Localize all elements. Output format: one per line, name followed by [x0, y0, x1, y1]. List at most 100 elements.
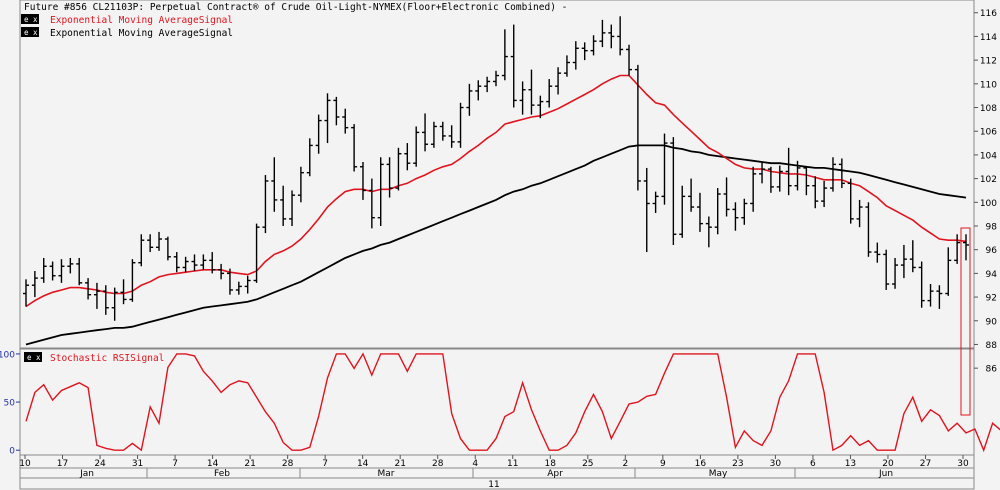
ohlc-bar	[643, 167, 650, 253]
date-axis-label: 31	[132, 459, 143, 469]
ohlc-bar	[803, 166, 810, 196]
legend-box-icon[interactable]	[21, 14, 39, 24]
legend-stoch-rsi[interactable]: e x Stochastic RSISignal	[24, 352, 164, 364]
oscillator-axis-label: 0	[9, 447, 15, 457]
price-axis-label: 88	[986, 341, 998, 351]
date-axis-label: 14	[357, 459, 369, 469]
ohlc-bar	[883, 249, 890, 290]
month-label: Feb	[214, 469, 230, 479]
ohlc-bar	[93, 282, 100, 309]
price-axis-label: 92	[986, 294, 997, 304]
ohlc-bar	[936, 285, 943, 309]
price-axis-label: 104	[980, 151, 997, 161]
ohlc-bar	[590, 35, 597, 56]
ohlc-bar	[377, 157, 384, 226]
ohlc-bar	[945, 247, 952, 296]
ohlc-bar	[829, 157, 836, 192]
ohlc-bar	[563, 55, 570, 77]
price-axis-label: 112	[980, 57, 997, 67]
ohlc-bar	[767, 166, 774, 193]
legend-box-icon[interactable]	[21, 27, 39, 37]
ohlc-bar	[900, 244, 907, 279]
ohlc-bar	[581, 42, 588, 61]
legend-box-glyph: e x	[27, 353, 41, 362]
ohlc-bar	[599, 19, 606, 48]
oscillator-axis-label: 100	[0, 350, 15, 360]
date-axis-label: 6	[810, 459, 816, 469]
price-axis-label: 90	[986, 317, 998, 327]
ohlc-bar	[847, 178, 854, 224]
date-axis-label: 2	[622, 459, 628, 469]
date-axis-label: 17	[57, 459, 68, 469]
ohlc-bar	[235, 281, 242, 295]
ohlc-bar	[76, 257, 83, 286]
ohlc-bar	[138, 234, 145, 267]
ohlc-bar	[156, 231, 163, 251]
month-label: Jun	[878, 469, 893, 479]
ohlc-bar	[271, 157, 278, 212]
ohlc-bar	[280, 185, 287, 226]
legend-box-glyph: e x	[24, 28, 38, 37]
date-axis-label: 24	[94, 459, 106, 469]
date-axis-label: 14	[207, 459, 219, 469]
ohlc-bar	[191, 254, 198, 272]
price-axis-label: 98	[986, 222, 998, 232]
ohlc-bar	[85, 278, 92, 300]
ohlc-bar	[173, 252, 180, 273]
date-axis-label: 21	[394, 459, 405, 469]
stoch-rsi-line	[25, 352, 1000, 453]
price-axis-label: 100	[980, 199, 997, 209]
date-axis-label: 21	[244, 459, 255, 469]
date-axis-label: 27	[920, 459, 931, 469]
ohlc-bar	[297, 166, 304, 203]
ohlc-bar	[608, 24, 615, 49]
legend-box-icon[interactable]	[24, 352, 42, 362]
ohlc-bar	[58, 259, 65, 283]
ohlc-bar	[856, 199, 863, 228]
ohlc-bar	[120, 279, 127, 305]
legend-slow-ema[interactable]: e x Exponential Moving AverageSignal	[21, 27, 233, 39]
ohlc-bar	[927, 284, 934, 307]
price-axis-label: 116	[980, 9, 997, 19]
legend-slow-ema-label: Exponential Moving AverageSignal	[50, 28, 233, 39]
date-axis-label: 10	[19, 459, 31, 469]
ohlc-bar	[164, 236, 171, 261]
ohlc-bar	[49, 261, 56, 281]
ohlc-bar	[102, 285, 109, 315]
date-axis-label: 25	[582, 459, 593, 469]
ohlc-bar	[342, 108, 349, 134]
ohlc-bar	[688, 178, 695, 212]
highlight-box[interactable]	[960, 227, 971, 416]
ohlc-bar	[909, 240, 916, 273]
ohlc-bar	[865, 202, 872, 257]
price-layer	[23, 16, 969, 346]
date-axis-label: 7	[322, 459, 328, 469]
ohlc-bar	[404, 143, 411, 171]
ohlc-bar	[111, 287, 118, 321]
price-axis-label: 108	[980, 104, 997, 114]
date-axis-label: 30	[957, 459, 969, 469]
ohlc-bar	[537, 95, 544, 119]
price-axis-label: 96	[986, 246, 998, 256]
ohlc-bar	[413, 126, 420, 167]
ohlc-bar	[714, 188, 721, 235]
ohlc-bar	[23, 279, 29, 307]
price-axis-label: 114	[980, 33, 997, 43]
date-axis-label: 28	[282, 459, 294, 469]
ohlc-bar	[501, 29, 508, 81]
date-axis-label: 4	[472, 459, 478, 469]
ohlc-bar	[315, 114, 322, 154]
price-axis-label: 86	[986, 365, 998, 375]
ohlc-bar	[634, 64, 641, 191]
ohlc-bar	[661, 133, 668, 205]
legend-fast-ema[interactable]: e x Exponential Moving AverageSignal	[21, 14, 233, 26]
ohlc-bar	[812, 176, 819, 209]
ohlc-bar	[182, 256, 189, 273]
ohlc-bar	[439, 121, 446, 141]
ohlc-bar	[918, 261, 925, 308]
date-axis-label: 7	[172, 459, 178, 469]
ohlc-bar	[368, 178, 375, 229]
ohlc-bar	[147, 234, 154, 253]
legend-stoch-rsi-label: Stochastic RSISignal	[50, 353, 164, 364]
